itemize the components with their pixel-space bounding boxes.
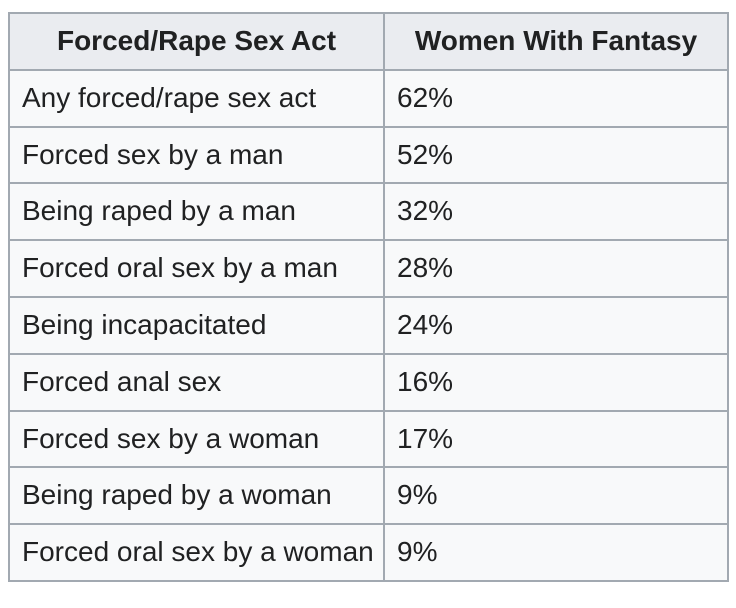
act-cell: Being incapacitated [8,295,385,355]
percentage-cell: 24% [383,295,729,355]
table-row: Any forced/rape sex act 62% [8,68,729,128]
percentage-cell: 16% [383,352,729,412]
table-row: Forced anal sex 16% [8,352,729,412]
act-cell: Any forced/rape sex act [8,68,385,128]
percentage-cell: 28% [383,239,729,298]
percentage-cell: 52% [383,125,729,185]
table-body: Any forced/rape sex act 62% Forced sex by … [8,68,729,582]
act-cell: Forced sex by a woman [8,409,385,469]
table-row: Forced oral sex by a woman 9% [8,523,729,582]
percentage-cell: 32% [383,182,729,242]
column-header-percentage: Women With Fantasy [383,12,729,71]
column-header-act: Forced/Rape Sex Act [8,12,385,71]
table-row: Being incapacitated 24% [8,295,729,355]
header-row: Forced/Rape Sex Act Women With Fantasy [8,12,729,71]
table-row: Forced oral sex by a man 28% [8,239,729,298]
table-row: Being raped by a woman 9% [8,466,729,526]
percentage-cell: 9% [383,523,729,582]
table-row: Being raped by a man 32% [8,182,729,242]
act-cell: Forced anal sex [8,352,385,412]
act-cell: Forced oral sex by a man [8,239,385,298]
table-row: Forced sex by a woman 17% [8,409,729,469]
percentage-cell: 9% [383,466,729,526]
percentage-cell: 17% [383,409,729,469]
percentage-cell: 62% [383,68,729,128]
table-row: Forced sex by a man 52% [8,125,729,185]
fantasy-data-table: Forced/Rape Sex Act Women With Fantasy A… [8,12,729,582]
act-cell: Being raped by a man [8,182,385,242]
act-cell: Forced sex by a man [8,125,385,185]
table-header: Forced/Rape Sex Act Women With Fantasy [8,12,729,71]
act-cell: Being raped by a woman [8,466,385,526]
act-cell: Forced oral sex by a woman [8,523,385,582]
